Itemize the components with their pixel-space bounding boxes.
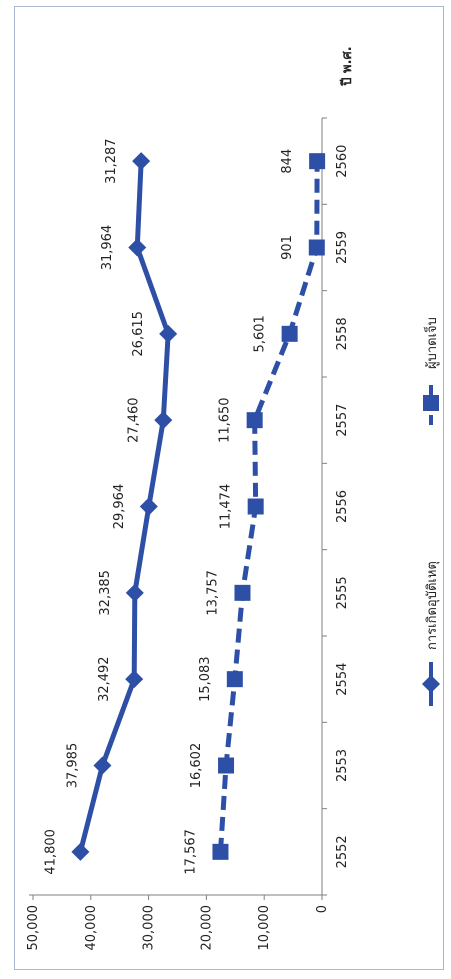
series-2-data-label: 11,650 (218, 397, 233, 443)
series-2-point (212, 843, 229, 860)
series-2-point (218, 757, 235, 774)
series-2-data-label: 16,602 (189, 743, 204, 789)
category-tick-label: 2555 (335, 576, 350, 609)
series-2-data-label: 15,083 (198, 656, 213, 702)
series-2-point (247, 498, 264, 515)
series-1: 41,800 37,985 32,492 32,385 29,964 27,460 26,6… (43, 138, 178, 875)
series-1-point (139, 497, 158, 516)
legend-series-2-marker (423, 395, 439, 411)
series-2-point (281, 325, 298, 342)
category-tick-label: 2560 (335, 145, 350, 178)
category-tick-label: 2559 (335, 231, 350, 264)
series-2-data-label: 13,757 (205, 570, 220, 616)
chart-legend: การเกิดอุบัติเหตุ ผู้บาดเจ็บ (422, 317, 440, 706)
series-1-data-label: 37,985 (65, 743, 80, 789)
series-1-data-label: 26,615 (131, 311, 146, 357)
series-1-data-label: 29,964 (112, 484, 127, 530)
series-1-point (128, 238, 147, 257)
series-1-point (125, 583, 144, 602)
category-tick-label: 2552 (335, 835, 350, 868)
series-1-data-label: 32,492 (97, 656, 112, 702)
series-2-data-label: 5,601 (253, 315, 268, 352)
series-2-data-label: 17,567 (183, 829, 198, 875)
series-1-data-label: 32,385 (98, 570, 113, 616)
series-1-data-label: 27,460 (126, 397, 141, 443)
legend-series-1-label: การเกิดอุบัติเหตุ (425, 561, 440, 650)
category-tick-label: 2558 (335, 317, 350, 350)
legend-series-1-marker (422, 675, 440, 693)
series-1-point (132, 152, 151, 171)
category-tick-label: 2554 (335, 663, 350, 696)
category-tick-label: 2557 (335, 404, 350, 437)
series-1-point (71, 842, 90, 861)
category-tick-label: 2553 (335, 749, 350, 782)
series-1-data-label: 41,800 (43, 829, 58, 875)
value-tick-label: 50,000 (26, 905, 41, 951)
chart-axes: 0 10,000 20,000 30,000 40,000 50,000 2552 2553 2… (26, 117, 350, 951)
chart-series: 41,800 37,985 32,492 32,385 29,964 27,460 26,6… (43, 138, 326, 875)
series-2-data-label: 844 (280, 149, 295, 174)
series-2-line (217, 161, 320, 852)
series-1-data-label: 31,964 (100, 225, 115, 271)
series-2: 17,567 16,602 15,083 13,757 11,474 11,650 5,60… (183, 149, 326, 875)
value-tick-label: 10,000 (257, 905, 272, 951)
series-2-point (246, 412, 263, 429)
series-1-point (125, 670, 144, 689)
category-tick-label: 2556 (335, 490, 350, 523)
series-1-point (93, 756, 112, 775)
legend-series-2-label: ผู้บาดเจ็บ (422, 317, 440, 369)
chart-frame (14, 6, 444, 970)
series-2-point (234, 584, 251, 601)
series-2-point (308, 239, 325, 256)
value-tick-label: 40,000 (84, 905, 99, 951)
series-1-point (154, 411, 173, 430)
series-1-data-label: 31,287 (104, 138, 119, 184)
x-axis-title: ปี พ.ศ. (339, 46, 355, 87)
value-tick-label: 0 (315, 905, 330, 913)
series-2-data-label: 901 (280, 235, 295, 260)
value-tick-label: 30,000 (142, 905, 157, 951)
value-tick-label: 20,000 (199, 905, 214, 951)
series-1-point (159, 324, 178, 343)
series-2-point (226, 671, 243, 688)
series-2-point (309, 153, 326, 170)
series-2-data-label: 11,474 (219, 484, 234, 530)
